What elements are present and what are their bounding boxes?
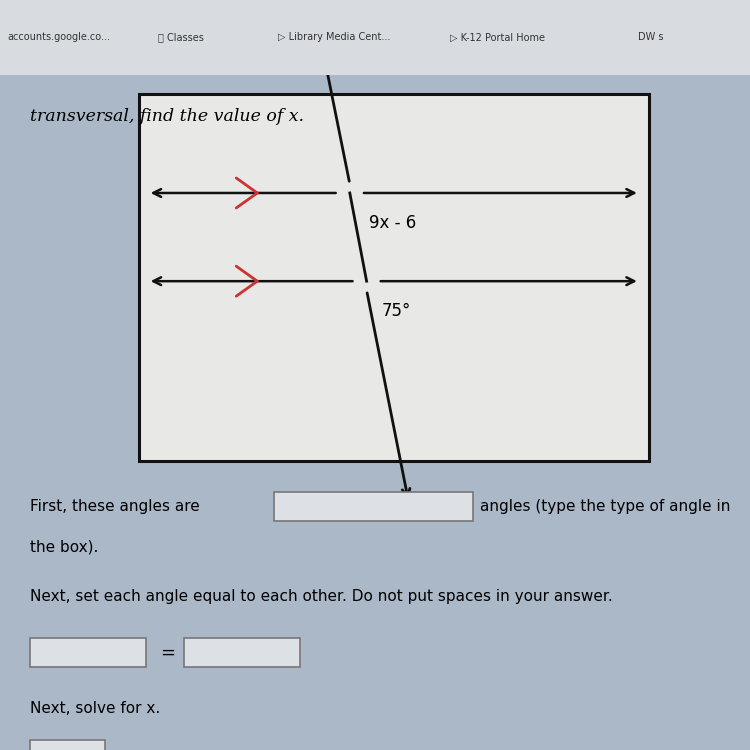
Text: DW s: DW s [638, 32, 663, 43]
Text: angles (type the type of angle in: angles (type the type of angle in [480, 499, 730, 514]
Text: ▷ Library Media Cent...: ▷ Library Media Cent... [278, 32, 390, 43]
FancyBboxPatch shape [139, 94, 649, 461]
Text: transversal, find the value of x.: transversal, find the value of x. [30, 108, 304, 124]
Text: 75°: 75° [382, 302, 411, 320]
Text: 9x - 6: 9x - 6 [368, 214, 416, 232]
Text: First, these angles are: First, these angles are [30, 499, 200, 514]
FancyBboxPatch shape [274, 492, 472, 520]
Text: ▷ K-12 Portal Home: ▷ K-12 Portal Home [450, 32, 545, 43]
Text: Next, set each angle equal to each other. Do not put spaces in your answer.: Next, set each angle equal to each other… [30, 589, 613, 604]
Text: Next, solve for x.: Next, solve for x. [30, 701, 160, 716]
FancyBboxPatch shape [30, 638, 146, 667]
FancyBboxPatch shape [0, 0, 750, 75]
Text: =: = [160, 644, 175, 662]
FancyBboxPatch shape [30, 740, 105, 750]
Text: the box).: the box). [30, 540, 98, 555]
FancyBboxPatch shape [184, 638, 300, 667]
Text: accounts.google.co...: accounts.google.co... [8, 32, 110, 43]
Text: ⬜ Classes: ⬜ Classes [158, 32, 203, 43]
